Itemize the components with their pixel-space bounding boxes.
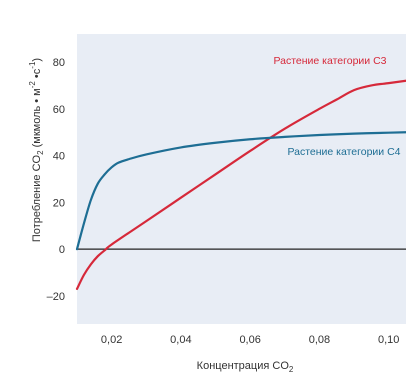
series-line-c4 — [75, 131, 406, 251]
series-line-c3 — [75, 79, 406, 291]
y-axis-ticks: –20 0 20 40 60 80 — [47, 57, 65, 303]
x-tick-label: 0,10 — [378, 334, 399, 346]
x-axis-ticks: 0,02 0,04 0,06 0,08 0,10 — [101, 334, 399, 346]
y-axis-title: Потребление CO2 (мкмоль • м-2 •с-1) — [28, 58, 45, 242]
y-tick-label: 40 — [53, 151, 65, 163]
y-tick-label: 20 — [53, 197, 65, 209]
series-label-c3: Растение категории C3 — [273, 55, 386, 67]
x-tick-label: 0,06 — [239, 334, 260, 346]
x-tick-label: 0,08 — [309, 334, 330, 346]
x-tick-label: 0,02 — [101, 334, 122, 346]
series-label-c4: Растение категории C4 — [287, 146, 400, 158]
y-tick-label: 80 — [53, 57, 65, 69]
y-tick-label: 0 — [59, 244, 65, 256]
y-tick-label: –20 — [47, 291, 65, 303]
plot-area — [77, 34, 406, 324]
x-tick-label: 0,04 — [170, 334, 191, 346]
series-lines — [75, 79, 406, 291]
x-axis-title: Концентрация CO2 — [197, 360, 294, 374]
y-tick-label: 60 — [53, 104, 65, 116]
